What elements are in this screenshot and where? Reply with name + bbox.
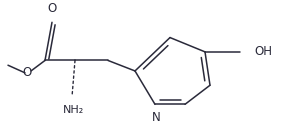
Text: NH₂: NH₂ [63,105,85,115]
Text: O: O [22,66,32,79]
Text: O: O [47,2,57,15]
Text: OH: OH [254,45,272,58]
Text: N: N [152,111,160,124]
